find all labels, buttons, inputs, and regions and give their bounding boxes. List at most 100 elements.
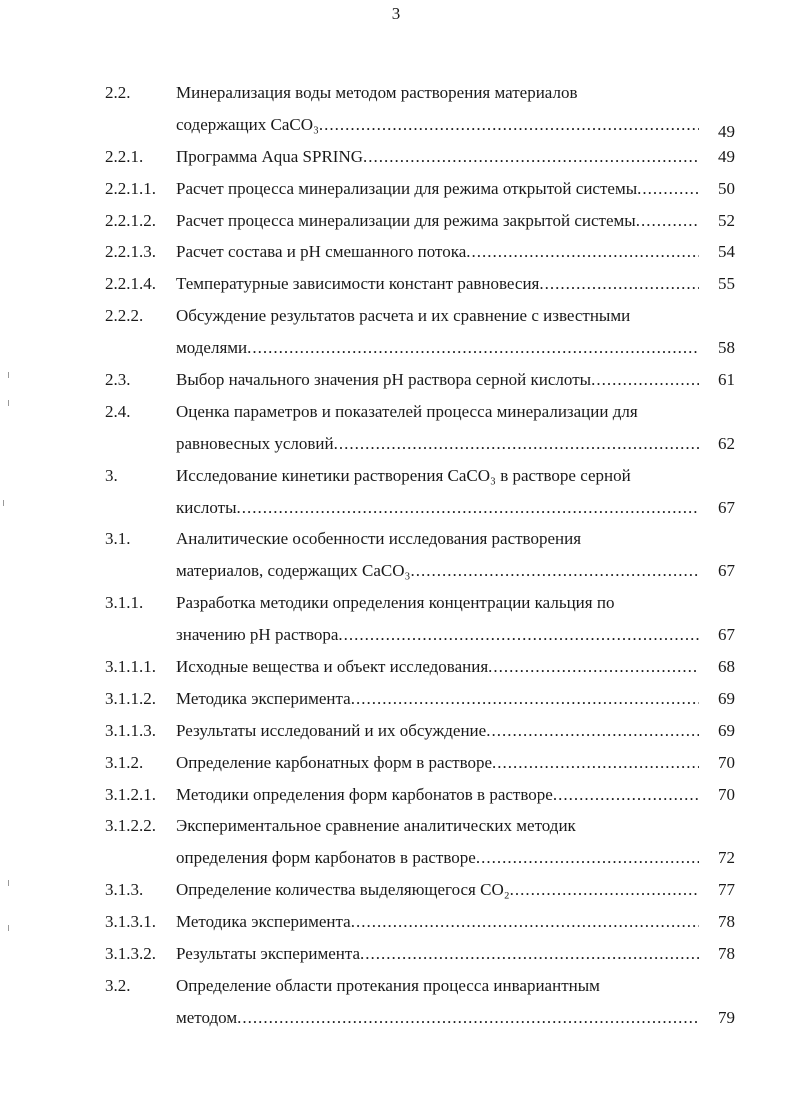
page-reference: 49 bbox=[718, 146, 735, 166]
toc-entry[interactable]: 3. Исследование кинетики растворения CaCO… bbox=[105, 460, 735, 524]
toc-entry[interactable]: 3.1.2.2. Экспериментальное сравнение анал… bbox=[105, 810, 735, 874]
toc-entry[interactable]: 3.1. Аналитические особенности исследован… bbox=[105, 523, 735, 587]
toc-entry[interactable]: 3.1.2.1. Методики определения форм карбон… bbox=[105, 779, 735, 811]
scan-artifact bbox=[8, 400, 9, 406]
section-title: Программа Aqua SPRING bbox=[176, 146, 364, 166]
page-number: 3 bbox=[391, 4, 401, 23]
toc-entry[interactable]: 3.2. Определение области протекания проце… bbox=[105, 970, 735, 1034]
toc-entry[interactable]: 3.1.2. Определение карбонатных форм в рас… bbox=[105, 747, 735, 779]
toc-entry[interactable]: 2.2.1. Программа Aqua SPRING 49 bbox=[105, 141, 735, 173]
section-title: Методики определения форм карбонатов в р… bbox=[176, 784, 553, 804]
page-reference: 69 bbox=[718, 688, 735, 708]
section-number: 3.1.2.2. bbox=[105, 816, 156, 836]
page-reference: 55 bbox=[718, 274, 735, 294]
section-number: 3.1.2.1. bbox=[105, 784, 156, 804]
section-number: 2.4. bbox=[105, 401, 131, 421]
section-number: 3.1.3. bbox=[105, 880, 144, 900]
toc-line: 2.2.1.2. Расчет процесса минерализации дл… bbox=[105, 205, 735, 237]
toc-line: 3.1.2.1. Методики определения форм карбон… bbox=[105, 779, 735, 811]
page-reference: 78 bbox=[718, 944, 735, 964]
page-reference: 58 bbox=[718, 338, 735, 358]
toc-line: 3. Исследование кинетики растворения CaCO… bbox=[105, 460, 735, 492]
section-number: 3.1.3.1. bbox=[105, 912, 156, 932]
section-title: Обсуждение результатов расчета и их срав… bbox=[176, 306, 631, 326]
page-reference: 50 bbox=[718, 178, 735, 198]
toc-line: равновесных условий 62 bbox=[105, 428, 735, 460]
dot-leader bbox=[510, 874, 699, 906]
toc-line: 3.1.1.1. Исходные вещества и объект иссле… bbox=[105, 651, 735, 683]
scan-artifact bbox=[8, 880, 9, 886]
toc-entry[interactable]: 2.2.1.1. Расчет процесса минерализации дл… bbox=[105, 173, 735, 205]
section-number: 2.2.1.3. bbox=[105, 242, 156, 262]
toc-entry[interactable]: 3.1.1.1. Исходные вещества и объект иссле… bbox=[105, 651, 735, 683]
toc-line: 3.1.2.2. Экспериментальное сравнение анал… bbox=[105, 810, 735, 842]
section-title: Расчет процесса минерализации для режима… bbox=[176, 178, 638, 198]
section-number: 2.2. bbox=[105, 83, 131, 102]
dot-leader bbox=[360, 938, 699, 970]
scan-artifact bbox=[3, 500, 4, 506]
page-reference: 70 bbox=[718, 784, 735, 804]
section-title: определения форм карбонатов в растворе bbox=[176, 848, 476, 868]
section-number: 3. bbox=[105, 465, 118, 485]
page-reference: 62 bbox=[718, 433, 735, 453]
toc-entry[interactable]: 3.1.1.2. Методика эксперимента 69 bbox=[105, 683, 735, 715]
section-title: Расчет процесса минерализации для режима… bbox=[176, 210, 636, 230]
section-number: 3.1.1.2. bbox=[105, 688, 156, 708]
section-number: 3.1.2. bbox=[105, 752, 144, 772]
dot-leader bbox=[319, 109, 699, 141]
page-reference: 68 bbox=[718, 657, 735, 677]
toc-entry[interactable]: 2.4. Оценка параметров и показателей проц… bbox=[105, 396, 735, 460]
section-title: Температурные зависимости констант равно… bbox=[176, 274, 540, 294]
dot-leader bbox=[237, 1002, 699, 1034]
toc-entry[interactable]: 3.1.1. Разработка методики определения ко… bbox=[105, 587, 735, 651]
page-reference: 78 bbox=[718, 912, 735, 932]
section-number: 3.2. bbox=[105, 975, 131, 995]
section-title: Оценка параметров и показателей процесса… bbox=[176, 401, 638, 421]
dot-leader bbox=[334, 428, 699, 460]
section-number: 2.2.1.4. bbox=[105, 274, 156, 294]
toc-entry[interactable]: 2.2.1.2. Расчет процесса минерализации дл… bbox=[105, 205, 735, 237]
toc-entry[interactable]: 3.1.3.1. Методика эксперимента 78 bbox=[105, 906, 735, 938]
dot-leader bbox=[476, 842, 699, 874]
toc-line: 3.1.2. Определение карбонатных форм в рас… bbox=[105, 747, 735, 779]
toc-entry[interactable]: 2.2.1.3. Расчет состава и pH смешанного п… bbox=[105, 236, 735, 268]
section-number: 3.1.1. bbox=[105, 593, 144, 613]
toc-line: 3.1.1. Разработка методики определения ко… bbox=[105, 587, 735, 619]
section-title: Экспериментальное сравнение аналитически… bbox=[176, 816, 576, 836]
toc-entry[interactable]: 2.2.2. Обсуждение результатов расчета и и… bbox=[105, 300, 735, 364]
section-number: 3.1.1.1. bbox=[105, 657, 156, 677]
section-title: Разработка методики определения концентр… bbox=[176, 593, 615, 613]
dot-leader bbox=[637, 173, 699, 205]
dot-leader bbox=[237, 492, 699, 524]
toc-line: 3.1.3.2. Результаты эксперимента 78 bbox=[105, 938, 735, 970]
page-reference: 72 bbox=[718, 848, 735, 868]
dot-leader bbox=[591, 364, 699, 396]
section-title: Методика эксперимента bbox=[176, 912, 351, 932]
dot-leader bbox=[492, 747, 699, 779]
section-number: 2.2.1. bbox=[105, 146, 144, 166]
toc-line: кислоты 67 bbox=[105, 492, 735, 524]
section-title: Результаты исследований и их обсуждение bbox=[176, 720, 487, 740]
toc-entry[interactable]: 3.1.3.2. Результаты эксперимента 78 bbox=[105, 938, 735, 970]
toc-entry[interactable]: 3.1.3. Определение количества выделяющего… bbox=[105, 874, 735, 906]
section-title: содержащих CaCO₃ bbox=[176, 114, 319, 134]
section-title: Определение области протекания процесса … bbox=[176, 975, 600, 995]
section-title: Исследование кинетики растворения CaCO₃ … bbox=[176, 465, 631, 485]
toc-entry[interactable]: 3.1.1.3. Результаты исследований и их обс… bbox=[105, 715, 735, 747]
section-number: 3.1.1.3. bbox=[105, 720, 156, 740]
toc-line: 3.1.1.2. Методика эксперимента 69 bbox=[105, 683, 735, 715]
section-title: Определение количества выделяющегося CO₂ bbox=[176, 880, 510, 900]
page-reference: 77 bbox=[718, 880, 735, 900]
toc-entry[interactable]: 2.2.1.4. Температурные зависимости конста… bbox=[105, 268, 735, 300]
section-number: 3.1.3.2. bbox=[105, 944, 156, 964]
toc-line: 2.2.1.3. Расчет состава и pH смешанного п… bbox=[105, 236, 735, 268]
scan-artifact bbox=[8, 372, 9, 378]
toc-entry[interactable]: 2.3. Выбор начального значения pH раствор… bbox=[105, 364, 735, 396]
toc-line: моделями 58 bbox=[105, 332, 735, 364]
toc-entry[interactable]: 2.2. Минерализация воды методом растворен… bbox=[105, 77, 735, 141]
page-reference: 49 bbox=[718, 121, 735, 141]
dot-leader bbox=[486, 715, 699, 747]
toc-line: 2.2.1.1. Расчет процесса минерализации дл… bbox=[105, 173, 735, 205]
section-title: Расчет состава и pH смешанного потока bbox=[176, 242, 467, 262]
dot-leader bbox=[338, 619, 699, 651]
